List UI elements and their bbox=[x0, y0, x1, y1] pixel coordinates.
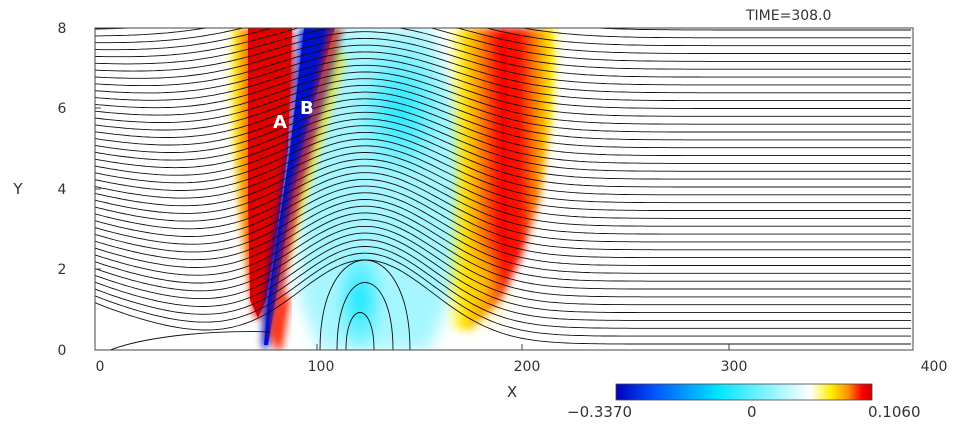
colorbar-min-label: −0.3370 bbox=[567, 403, 632, 421]
field-line bbox=[95, 192, 911, 266]
x-tick-labels: 0 100 200 300 400 bbox=[96, 359, 948, 375]
x-tick-label: 100 bbox=[308, 359, 335, 375]
x-tick-label: 400 bbox=[921, 359, 948, 375]
field-line bbox=[95, 64, 911, 117]
field-line bbox=[95, 28, 911, 47]
field-line bbox=[95, 246, 911, 329]
field-line bbox=[95, 28, 911, 54]
y-tick-labels: 0 2 4 6 8 bbox=[58, 21, 67, 359]
field-line bbox=[95, 71, 911, 125]
field-line bbox=[95, 28, 911, 62]
field-line bbox=[95, 152, 911, 219]
field-line bbox=[95, 239, 911, 321]
color-field bbox=[228, 28, 560, 350]
annotation-a: A bbox=[273, 112, 287, 133]
field-line bbox=[345, 312, 375, 350]
y-tick-label: 8 bbox=[58, 21, 67, 37]
field-line bbox=[95, 31, 911, 78]
annotation-b: B bbox=[300, 98, 314, 119]
tick-marks bbox=[94, 27, 914, 351]
field-line bbox=[95, 232, 911, 314]
field-line bbox=[95, 225, 911, 306]
field-line bbox=[95, 84, 911, 141]
field-line bbox=[95, 219, 911, 298]
x-tick-label: 300 bbox=[721, 359, 748, 375]
field-line bbox=[95, 178, 911, 251]
field-line bbox=[95, 172, 911, 243]
field-line bbox=[95, 145, 911, 211]
field-line bbox=[95, 111, 911, 172]
field-line bbox=[95, 28, 911, 70]
x-axis-label: X bbox=[507, 383, 517, 401]
y-tick-label: 4 bbox=[58, 182, 67, 198]
field-lines bbox=[95, 28, 911, 350]
y-tick-label: 6 bbox=[58, 101, 67, 117]
y-axis-label: Y bbox=[12, 180, 23, 198]
field-line bbox=[319, 259, 411, 350]
field-line bbox=[95, 98, 911, 157]
field-line bbox=[95, 212, 911, 290]
y-tick-label: 2 bbox=[58, 262, 67, 278]
field-line bbox=[95, 205, 911, 282]
field-line bbox=[95, 118, 911, 180]
field-line bbox=[95, 185, 911, 259]
field-line bbox=[95, 44, 911, 94]
colorbar-max-label: 0.1060 bbox=[868, 403, 921, 421]
field-line bbox=[95, 28, 911, 39]
field-line bbox=[95, 37, 911, 86]
field-line bbox=[95, 158, 911, 227]
field-line bbox=[95, 199, 911, 274]
field-line bbox=[95, 125, 911, 188]
field-line bbox=[95, 51, 911, 102]
field-line bbox=[95, 131, 911, 196]
x-tick-label: 0 bbox=[96, 359, 105, 375]
field-line bbox=[95, 138, 911, 204]
field-line bbox=[336, 282, 394, 350]
field-line bbox=[95, 252, 911, 337]
x-tick-label: 200 bbox=[514, 359, 541, 375]
field-line bbox=[95, 165, 911, 235]
colorbar-mid-label: 0 bbox=[747, 403, 757, 421]
field-line bbox=[95, 58, 911, 109]
field-line bbox=[95, 105, 911, 164]
field-line bbox=[95, 78, 911, 133]
field-line bbox=[95, 91, 911, 149]
field-line bbox=[95, 28, 911, 31]
field-line bbox=[95, 259, 911, 345]
time-label: TIME=308.0 bbox=[745, 8, 831, 24]
colorbar bbox=[615, 383, 873, 401]
field-line bbox=[109, 331, 271, 350]
y-tick-label: 0 bbox=[58, 343, 67, 359]
